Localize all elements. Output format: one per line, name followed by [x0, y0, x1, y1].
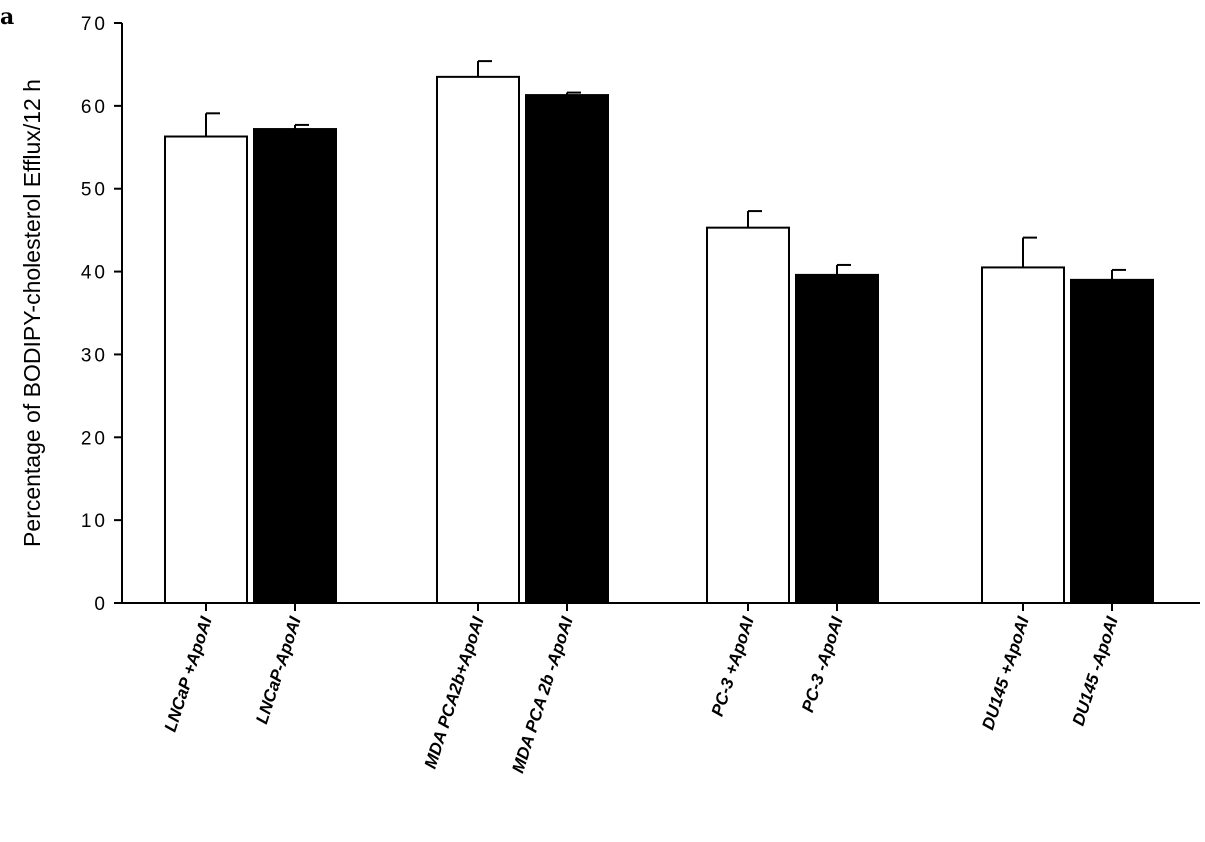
- y-tick-label: 0: [94, 594, 108, 615]
- x-tick-label: PC-3 -ApoAI: [798, 613, 847, 714]
- y-tick-label: 50: [81, 180, 108, 201]
- bar-6: [795, 273, 879, 604]
- x-tick-label: MDA PCA 2b -ApoAI: [508, 613, 577, 775]
- x-tick-labels: LNCaP +ApoAI LNCaP-ApoAI MDA PCA2b+ApoAI MD…: [161, 613, 1122, 775]
- bars-group: [164, 75, 1154, 605]
- y-tick-label: 20: [81, 428, 108, 449]
- x-axis: [122, 602, 1200, 611]
- bar-4: [525, 94, 609, 604]
- bar-5: [706, 226, 790, 605]
- y-tick-label: 70: [81, 14, 108, 35]
- y-tick-label: 10: [81, 511, 108, 532]
- y-axis-title: Percentage of BODIPY-cholesterol Efflux/…: [19, 79, 45, 547]
- y-axis: 0 10 20 30 40 50 60 70: [81, 14, 123, 615]
- y-tick-label: 40: [81, 263, 108, 284]
- bar-1: [164, 135, 248, 604]
- x-tick-label: DU145 -ApoAI: [1069, 613, 1122, 728]
- x-tick-label: DU145 +ApoAI: [978, 613, 1033, 732]
- x-tick-label: LNCaP-ApoAI: [252, 613, 305, 726]
- bar-2: [253, 128, 337, 605]
- bar-3: [436, 75, 520, 605]
- panel-letter: a: [0, 4, 14, 30]
- x-tick-label: LNCaP +ApoAI: [161, 613, 216, 734]
- y-tick-label: 60: [81, 97, 108, 118]
- y-tick-label: 30: [81, 345, 108, 366]
- x-tick-label: PC-3 +ApoAI: [708, 613, 758, 718]
- bar-7: [981, 266, 1065, 604]
- bar-8: [1070, 278, 1154, 604]
- x-tick-label: MDA PCA2b+ApoAI: [421, 613, 488, 771]
- error-bars-group: [205, 60, 1126, 280]
